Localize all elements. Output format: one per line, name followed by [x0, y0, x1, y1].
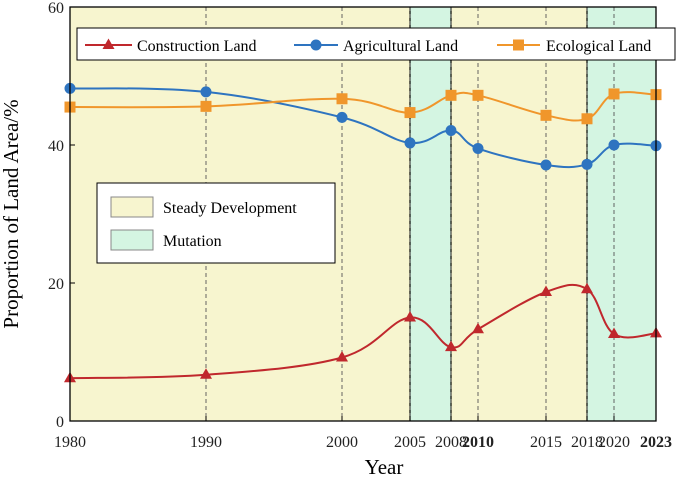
- period-legend: Steady Development Mutation: [96, 182, 336, 264]
- mutation-swatch: [110, 229, 154, 251]
- legend-entry-ecological: Ecological Land: [497, 38, 651, 55]
- x-tick-label-2000: 2000: [326, 434, 358, 451]
- legend-agricultural-circle-icon: [310, 39, 322, 51]
- point-construction-land-2020: [608, 327, 620, 339]
- x-tick-label-2020: 2020: [598, 434, 630, 451]
- y-tick-label-20: 20: [48, 276, 64, 293]
- x-tick-label-2018: 2018: [571, 434, 603, 451]
- legend-construction-triangle-icon: [102, 38, 115, 49]
- point-ecological-land-2005: [404, 107, 416, 119]
- legend-construction-label: Construction Land: [137, 38, 257, 55]
- period-bands: [70, 7, 656, 421]
- point-agricultural-land-2018: [581, 158, 593, 170]
- point-construction-land-2005: [404, 311, 416, 322]
- point-ecological-land-2010: [472, 89, 484, 101]
- period-legend-box: [96, 182, 336, 264]
- point-construction-land-1990: [200, 368, 212, 379]
- legend-entry-agricultural: Agricultural Land: [294, 38, 458, 55]
- point-construction-land-2015: [540, 285, 552, 296]
- mutation-label: Mutation: [163, 233, 222, 250]
- period-band-4: [614, 7, 656, 421]
- steady-development-label: Steady Development: [163, 200, 297, 217]
- x-tick-label-1980: 1980: [54, 434, 86, 451]
- legend-agricultural-label: Agricultural Land: [343, 38, 458, 55]
- steady-development-swatch: [110, 196, 154, 218]
- x-tick-label-2008: 2008: [435, 434, 467, 451]
- point-ecological-land-2015: [540, 109, 552, 121]
- point-agricultural-land-2015: [540, 159, 552, 171]
- x-tick-label-1990: 1990: [190, 434, 222, 451]
- y-axis-title: Proportion of Land Area/%: [0, 99, 23, 328]
- x-tick-label-2015: 2015: [530, 434, 562, 451]
- plot-frame: [69, 6, 657, 422]
- y-tick-label-0: 0: [56, 414, 64, 431]
- point-agricultural-land-2010: [472, 142, 484, 154]
- series-legend: Construction Land Agricultural Land Ecol…: [76, 27, 676, 61]
- point-agricultural-land-2008: [445, 125, 457, 137]
- legend-ecological-square-icon: [513, 39, 524, 51]
- series-legend-box: [76, 27, 676, 61]
- point-construction-land-2018: [581, 282, 593, 294]
- period-band-1: [410, 7, 451, 421]
- point-ecological-land-1990: [200, 100, 212, 112]
- point-agricultural-land-1990: [200, 86, 212, 98]
- x-tick-label-2010: 2010: [462, 434, 494, 451]
- point-ecological-land-2008: [445, 89, 457, 101]
- legend-ecological-label: Ecological Land: [546, 38, 651, 55]
- point-agricultural-land-2005: [404, 137, 416, 149]
- y-tick-label-40: 40: [48, 138, 64, 155]
- point-ecological-land-2018: [581, 113, 593, 125]
- period-band-3: [587, 7, 614, 421]
- point-ecological-land-2000: [336, 93, 348, 105]
- x-axis-title: Year: [365, 455, 404, 478]
- x-tick-label-2005: 2005: [394, 434, 426, 451]
- point-construction-land-2008: [445, 340, 457, 352]
- period-band-2: [451, 7, 587, 421]
- point-agricultural-land-2000: [336, 111, 348, 123]
- point-agricultural-land-2020: [608, 139, 620, 151]
- x-tick-label-2023: 2023: [640, 434, 672, 451]
- legend-entry-construction: Construction Land: [85, 38, 257, 55]
- point-construction-land-2000: [336, 351, 348, 362]
- point-ecological-land-2020: [608, 88, 620, 100]
- point-construction-land-2010: [472, 322, 484, 334]
- y-tick-label-60: 60: [48, 0, 64, 17]
